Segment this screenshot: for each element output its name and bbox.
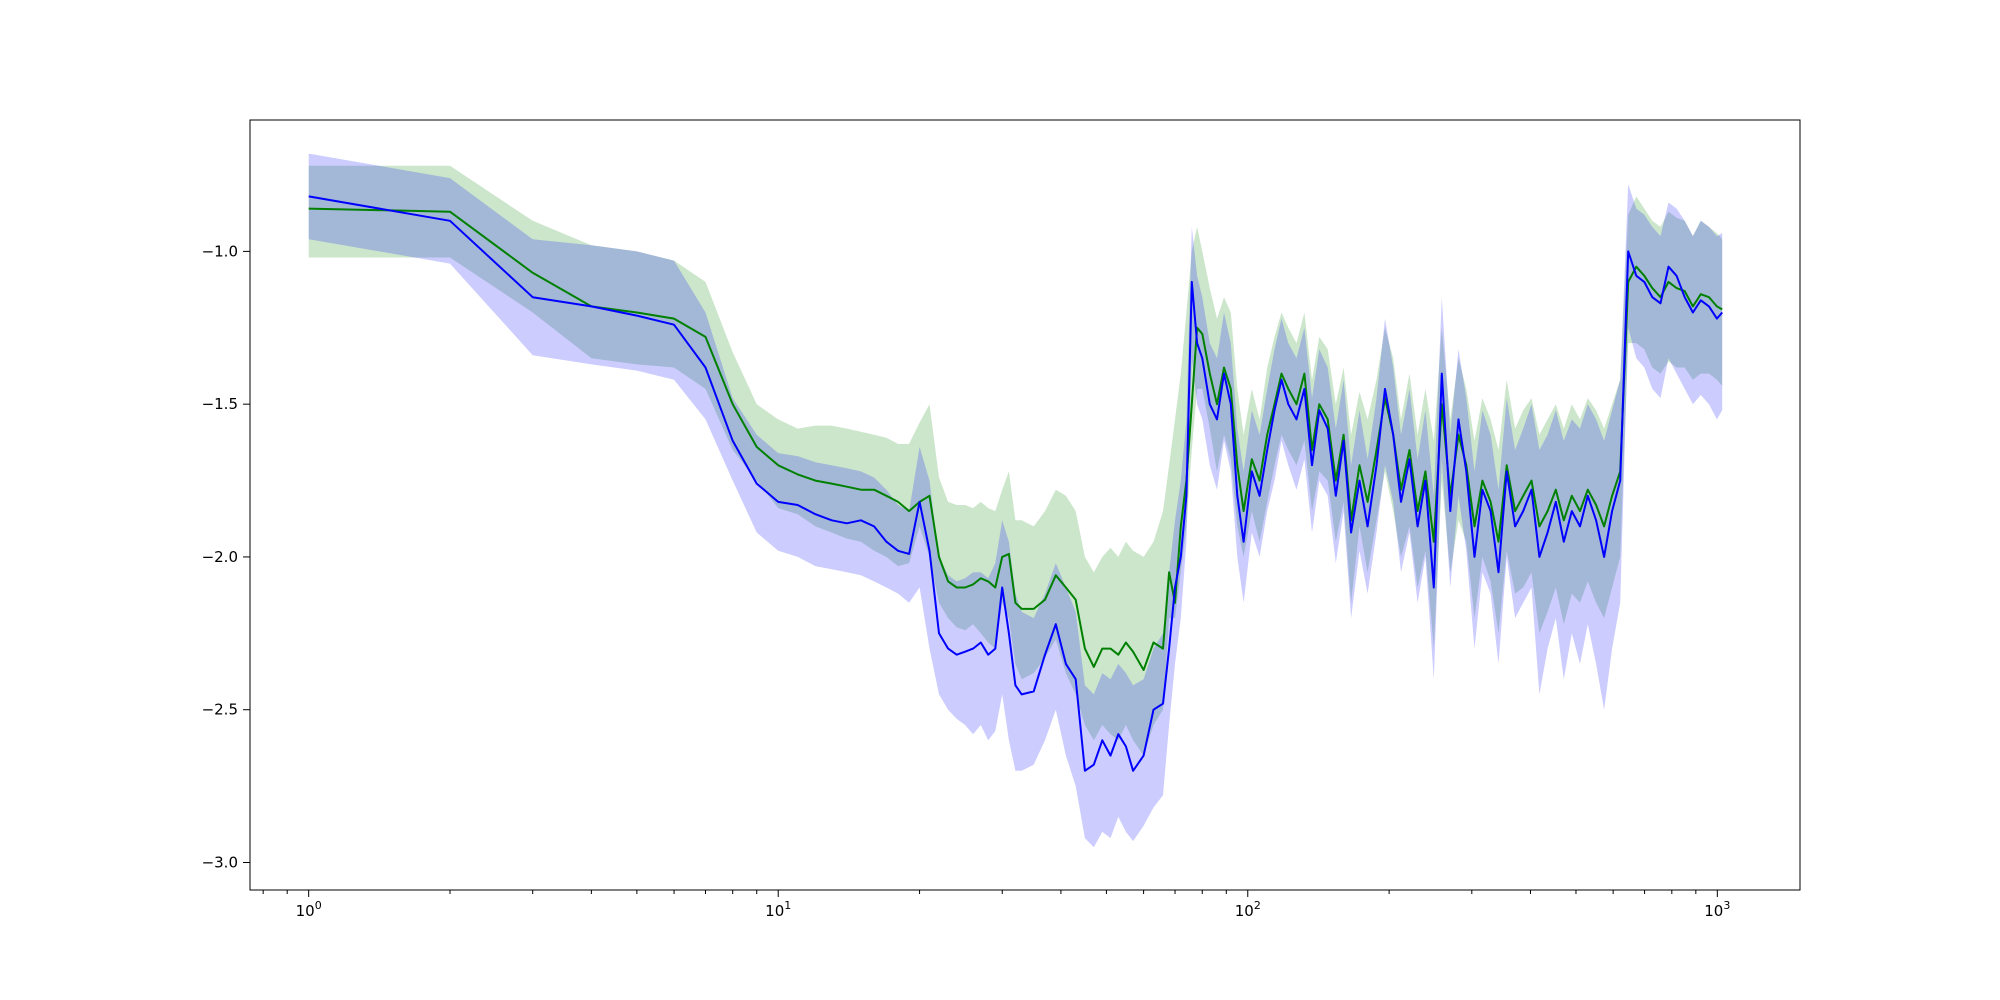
plot-area <box>308 153 1723 848</box>
x-tick-label: 101 <box>765 899 791 920</box>
y-tick-label: −2.5 <box>202 701 238 719</box>
y-axis: −1.0 −1.5 −2.0 −2.5 −3.0 <box>202 242 250 872</box>
x-tick-label: 103 <box>1704 899 1730 920</box>
y-tick-label: −1.0 <box>202 242 238 260</box>
y-tick-label: −2.0 <box>202 548 238 566</box>
x-tick-label: 102 <box>1235 899 1261 920</box>
y-tick-label: −1.5 <box>202 395 238 413</box>
series-line-0 <box>308 207 1723 671</box>
x-axis: 100 101 102 103 <box>262 890 1730 920</box>
confidence-band-1 <box>308 153 1723 848</box>
series-line-1 <box>308 195 1723 772</box>
y-tick-label: −3.0 <box>202 854 238 872</box>
axes-frame <box>249 119 1801 891</box>
confidence-band-0 <box>308 165 1723 756</box>
x-tick-label: 100 <box>296 899 322 920</box>
